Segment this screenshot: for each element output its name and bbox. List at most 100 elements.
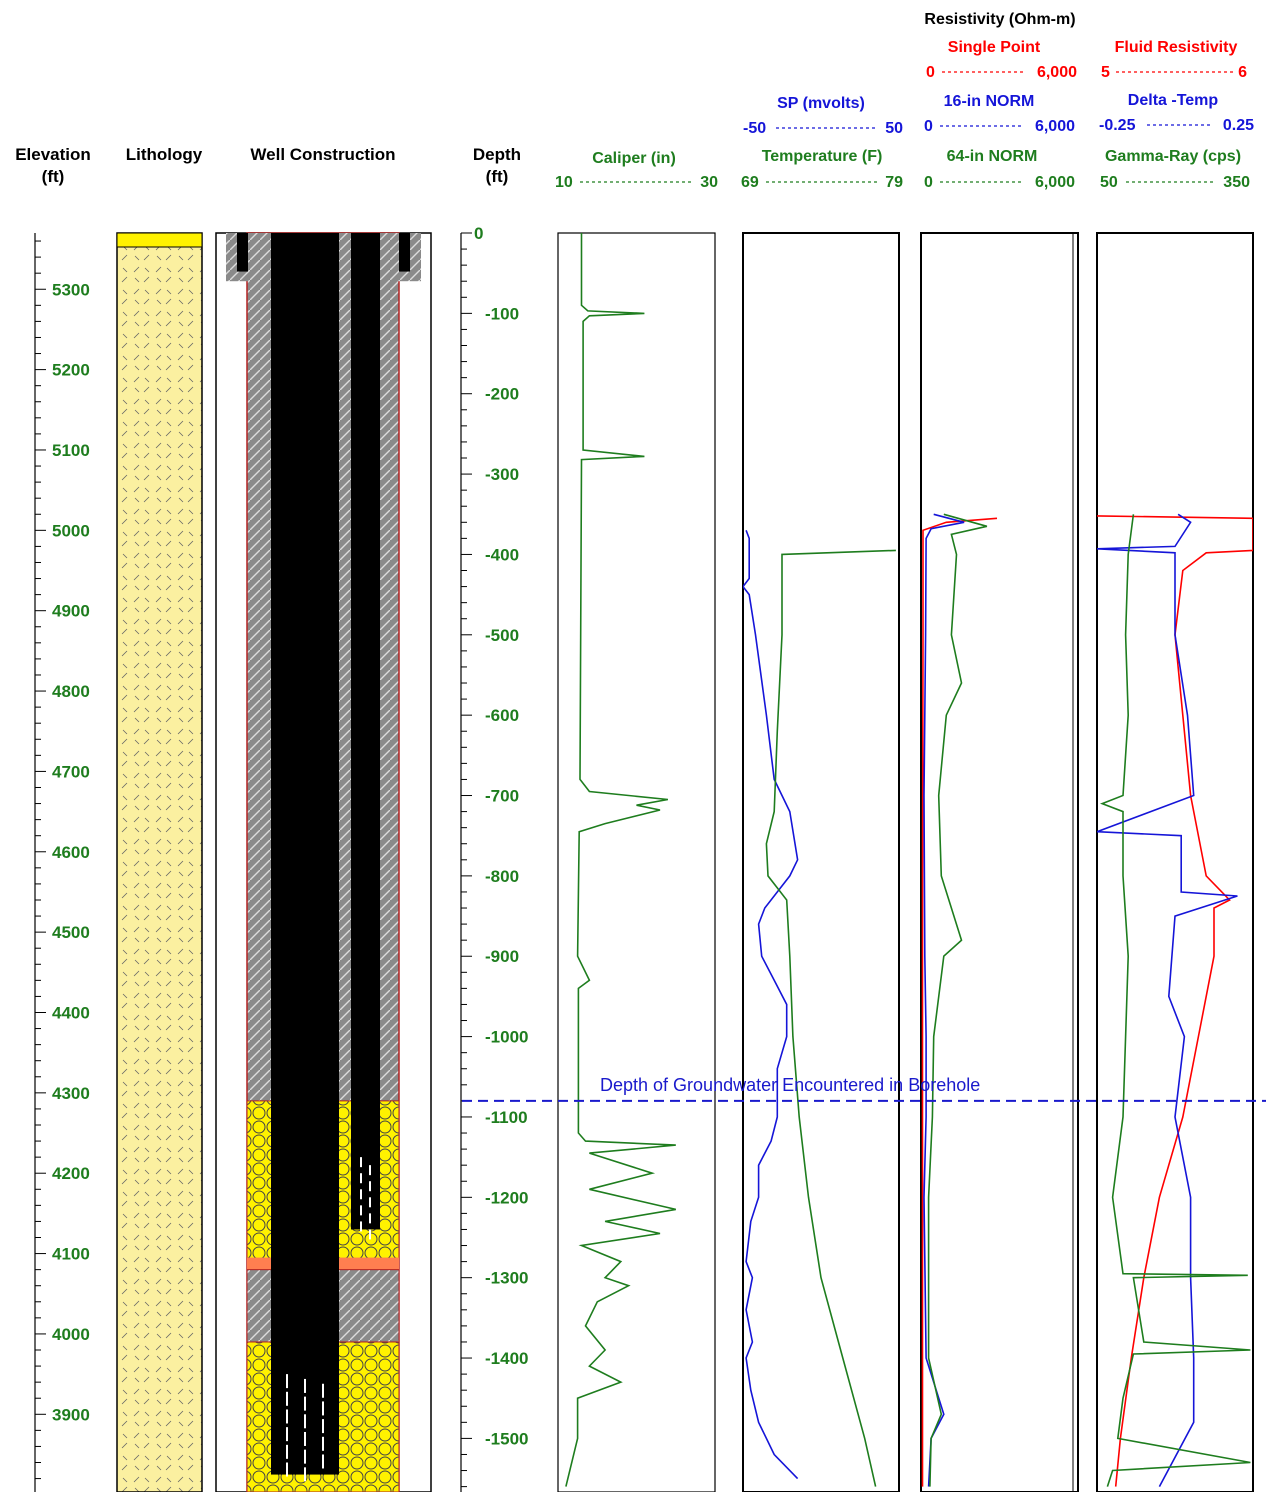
single-point-left: 0 <box>926 64 935 81</box>
depth-tick-label: -700 <box>485 787 519 806</box>
curve-temperature-f <box>765 549 896 1487</box>
delta-temp-right: 0.25 <box>1223 117 1254 134</box>
lithology-title: Lithology <box>126 145 203 164</box>
depth-tick-label: -1400 <box>485 1349 528 1368</box>
depth-tick-label: -1500 <box>485 1429 528 1448</box>
curve-gamma-ray-cps <box>1099 514 1251 1487</box>
gamma-header: Gamma-Ray (cps) 50 350 <box>1100 148 1250 191</box>
elevation-tick-label: 4000 <box>52 1325 90 1344</box>
norm64-right: 6,000 <box>1035 174 1075 191</box>
caliper-header: Caliper (in) 10 30 <box>555 150 718 191</box>
norm16-right: 6,000 <box>1035 118 1075 135</box>
fluid-resistivity-header: Fluid Resistivity 5 6 <box>1101 39 1247 81</box>
elevation-axis: 5300 5200 5100 5000 4900 4800 4700 4600 4500 4400… <box>34 233 90 1492</box>
gamma-left: 50 <box>1100 174 1118 191</box>
curve-16-in-norm <box>923 513 965 1487</box>
well-construction-diagram <box>215 232 432 1492</box>
fluid-resistivity-right: 6 <box>1238 64 1247 81</box>
elevation-tick-label: 4900 <box>52 602 90 621</box>
depth-unit: (ft) <box>486 167 509 186</box>
fluid-track <box>1096 232 1254 1492</box>
sp-left: -50 <box>743 120 766 137</box>
elevation-tick-label: 5000 <box>52 521 90 540</box>
elevation-tick-label: 4700 <box>52 762 90 781</box>
groundwater-label: Depth of Groundwater Encountered in Bore… <box>600 1075 980 1095</box>
delta-temp-name: Delta -Temp <box>1128 92 1219 109</box>
norm16-header: 16-in NORM 0 6,000 <box>924 93 1075 135</box>
elevation-tick-label: 4800 <box>52 682 90 701</box>
elevation-tick-label: 4400 <box>52 1003 90 1022</box>
caliper-track <box>557 232 716 1492</box>
norm16-left: 0 <box>924 118 933 135</box>
temp-track <box>742 232 900 1492</box>
inner-casing <box>351 233 380 1230</box>
surface-casing-left <box>237 233 248 272</box>
norm64-left: 0 <box>924 174 933 191</box>
elevation-tick-label: 4500 <box>52 923 90 942</box>
header-depth: Depth (ft) <box>473 145 521 186</box>
gamma-name: Gamma-Ray (cps) <box>1105 148 1241 165</box>
elevation-title: Elevation <box>15 145 91 164</box>
depth-tick-label: -1000 <box>485 1028 528 1047</box>
sp-header: SP (mvolts) -50 50 <box>743 95 903 137</box>
curve-single-point <box>921 517 998 1487</box>
header-elevation: Elevation (ft) <box>15 145 91 186</box>
caliper-right: 30 <box>700 174 718 191</box>
lithology-topsoil <box>116 232 203 248</box>
depth-tick-label: -1200 <box>485 1188 528 1207</box>
temperature-name: Temperature (F) <box>762 148 883 165</box>
curve-caliper-in <box>565 233 676 1487</box>
single-point-right: 6,000 <box>1037 64 1077 81</box>
depth-tick-label: -300 <box>485 465 519 484</box>
caliper-left: 10 <box>555 174 573 191</box>
curve-delta-temp <box>1097 513 1238 1487</box>
depth-tick-label: -400 <box>485 545 519 564</box>
temperature-header: Temperature (F) 69 79 <box>741 148 903 191</box>
elevation-tick-label: 4200 <box>52 1164 90 1183</box>
elevation-unit: (ft) <box>42 167 65 186</box>
depth-axis: 0 -100 -200 -300 -400 -500 -600 -700 -800 -900 -10… <box>460 224 528 1492</box>
surface-casing-right <box>399 233 410 272</box>
single-point-header: Single Point 0 6,000 <box>926 39 1077 81</box>
elevation-tick-label: 4100 <box>52 1245 90 1264</box>
lithology-column <box>116 232 203 1492</box>
depth-tick-label: -200 <box>485 385 519 404</box>
well-construction-title: Well Construction <box>250 145 395 164</box>
elevation-tick-label: 4300 <box>52 1084 90 1103</box>
norm16-name: 16-in NORM <box>944 93 1035 110</box>
lithology-fill <box>116 232 203 1492</box>
elevation-tick-label: 5200 <box>52 361 90 380</box>
curve-sp-mvolts <box>743 530 799 1480</box>
delta-temp-left: -0.25 <box>1099 117 1136 134</box>
depth-tick-label: -600 <box>485 706 519 725</box>
elevation-tick-label: 5300 <box>52 280 90 299</box>
depth-tick-label: -1100 <box>485 1108 528 1127</box>
depth-tick-label: -900 <box>485 947 519 966</box>
norm64-header: 64-in NORM 0 6,000 <box>924 148 1075 191</box>
depth-tick-label: 0 <box>474 224 483 243</box>
norm64-name: 64-in NORM <box>947 148 1038 165</box>
gamma-right: 350 <box>1223 174 1250 191</box>
temperature-left: 69 <box>741 174 759 191</box>
depth-tick-label: -800 <box>485 867 519 886</box>
temperature-right: 79 <box>885 174 903 191</box>
fluid-resistivity-left: 5 <box>1101 64 1110 81</box>
depth-tick-label: -500 <box>485 626 519 645</box>
sp-name: SP (mvolts) <box>777 95 865 112</box>
depth-tick-label: -1300 <box>485 1269 528 1288</box>
fluid-resistivity-name: Fluid Resistivity <box>1115 39 1238 56</box>
log-curves <box>565 233 1253 1487</box>
single-point-name: Single Point <box>948 39 1041 56</box>
depth-title: Depth <box>473 145 521 164</box>
elevation-tick-label: 3900 <box>52 1405 90 1424</box>
curve-64-in-norm <box>927 513 988 1487</box>
delta-temp-header: Delta -Temp -0.25 0.25 <box>1099 92 1254 134</box>
main-casing <box>271 233 339 1475</box>
sp-right: 50 <box>885 120 903 137</box>
resistivity-title: Resistivity (Ohm-m) <box>924 11 1075 28</box>
curve-fluid-resistivity <box>1097 515 1253 1487</box>
elevation-tick-label: 5100 <box>52 441 90 460</box>
resistivity-track <box>920 232 1079 1492</box>
depth-tick-label: -100 <box>485 304 519 323</box>
